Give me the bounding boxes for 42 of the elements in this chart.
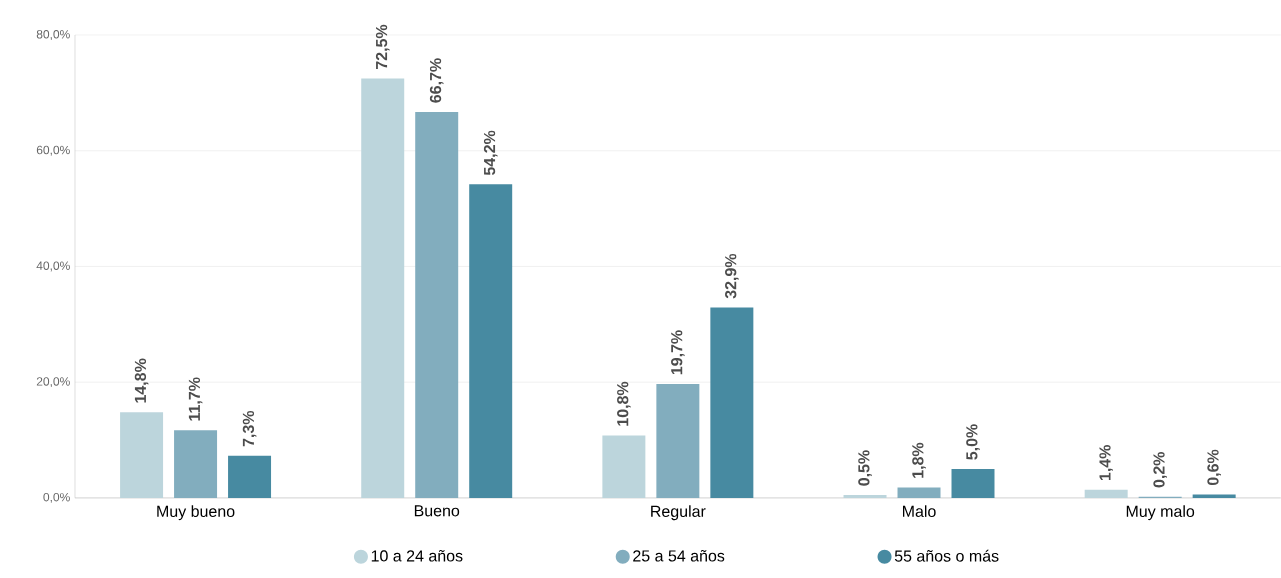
y-tick-label: 80,0%	[36, 30, 70, 41]
data-label: 54,2%	[483, 130, 498, 176]
x-tick-label: Bueno	[414, 505, 460, 517]
x-tick-label: Regular	[651, 505, 706, 521]
bar	[897, 487, 941, 498]
bar	[1192, 494, 1236, 498]
x-tick-label: Muy malo	[1126, 505, 1195, 521]
y-tick-label: 20,0%	[36, 377, 70, 388]
bar	[469, 184, 513, 498]
bar	[602, 435, 646, 498]
data-label: 7,3%	[242, 410, 257, 447]
bar	[174, 430, 218, 498]
data-label: 0,6%	[1207, 449, 1221, 486]
data-label: 5,0%	[966, 424, 980, 460]
data-label: 1,8%	[912, 442, 926, 478]
data-label: 72,5%	[375, 24, 390, 70]
bar	[656, 383, 700, 498]
data-label: 1,4%	[1099, 445, 1113, 481]
data-label: 0,5%	[858, 450, 872, 486]
legend-label: 25 a 54 años	[633, 549, 725, 562]
bar	[843, 495, 887, 498]
y-tick-label: 40,0%	[36, 261, 70, 272]
y-tick-label: 60,0%	[36, 145, 70, 156]
bar	[361, 78, 405, 498]
data-label: 11,7%	[188, 377, 203, 421]
x-tick-label: Malo	[902, 505, 936, 518]
bar	[228, 455, 272, 498]
y-tick-label: 0,0%	[43, 492, 70, 503]
data-label: 32,9%	[725, 253, 739, 299]
data-label: 14,8%	[134, 358, 149, 403]
x-tick-label: Muy bueno	[157, 505, 235, 521]
bar	[120, 412, 164, 498]
legend-label: 10 a 24 años	[371, 549, 463, 562]
bar	[710, 307, 754, 498]
legend-label: 55 años o más	[894, 549, 999, 562]
bar	[1084, 489, 1128, 498]
data-label: 10,8%	[617, 381, 631, 426]
data-label: 66,7%	[429, 58, 444, 103]
data-label: 0,2%	[1153, 452, 1167, 488]
data-label: 19,7%	[671, 330, 685, 375]
bar	[951, 469, 995, 498]
bar	[415, 112, 459, 498]
